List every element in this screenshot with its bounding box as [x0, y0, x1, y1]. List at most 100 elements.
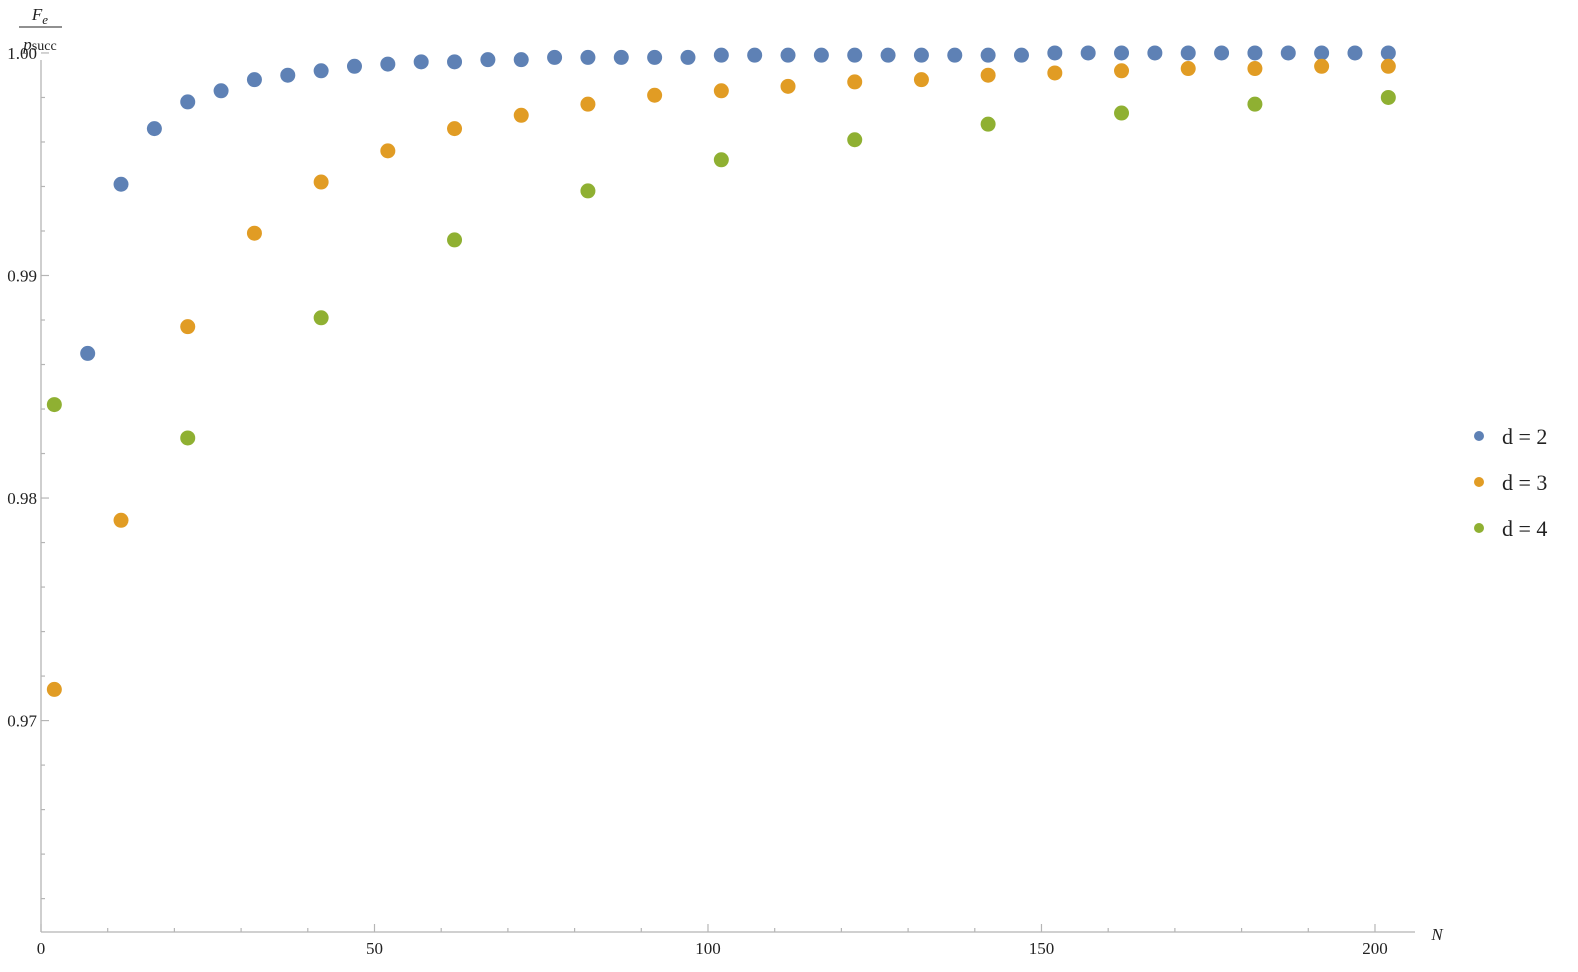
data-point: [1247, 45, 1263, 61]
data-point: [1114, 63, 1130, 79]
data-point: [780, 47, 796, 63]
data-point: [447, 232, 463, 248]
data-point: [880, 47, 896, 63]
data-point: [380, 56, 396, 72]
data-point: [847, 47, 863, 63]
data-point: [180, 319, 196, 335]
data-point: [1047, 65, 1063, 81]
data-point: [313, 310, 329, 326]
y-tick-label: 1.00: [7, 44, 37, 63]
data-point: [1247, 61, 1263, 77]
data-point: [1147, 45, 1163, 61]
x-tick-label: 150: [1029, 939, 1055, 958]
data-point: [1013, 47, 1029, 63]
data-point: [1214, 45, 1230, 61]
data-point: [980, 116, 996, 132]
legend-marker: [1474, 477, 1484, 487]
data-point: [1380, 89, 1396, 105]
data-point: [46, 681, 62, 697]
data-point: [1047, 45, 1063, 61]
data-point: [280, 67, 296, 83]
data-point: [246, 72, 262, 88]
data-point: [913, 47, 929, 63]
data-point: [313, 174, 329, 190]
data-point: [380, 143, 396, 159]
data-point: [647, 49, 663, 65]
y-title-numerator-sub: e: [42, 12, 48, 27]
data-point: [613, 49, 629, 65]
y-axis-title: Fe psucc: [19, 5, 62, 54]
data-point: [246, 225, 262, 241]
data-point: [1280, 45, 1296, 61]
svg-text:Fe: Fe: [31, 5, 48, 27]
data-point: [713, 83, 729, 99]
y-title-denominator-sub: succ: [32, 39, 57, 54]
data-point: [180, 94, 196, 110]
data-point: [680, 49, 696, 65]
data-point: [447, 54, 463, 70]
series-d3: [46, 58, 1396, 697]
data-point: [713, 47, 729, 63]
legend-item: d = 4: [1474, 516, 1547, 541]
legend-item: d = 3: [1474, 470, 1547, 495]
data-point: [46, 397, 62, 413]
y-axis-ticks: 0.97 0.98 0.99 1.00: [7, 44, 49, 900]
data-point: [146, 121, 162, 137]
data-point: [913, 72, 929, 88]
data-point: [847, 132, 863, 148]
y-tick-label: 0.99: [7, 267, 37, 286]
data-point: [980, 67, 996, 83]
data-point: [813, 47, 829, 63]
data-point: [580, 96, 596, 112]
series-d4: [46, 89, 1396, 446]
data-point: [580, 183, 596, 199]
data-points: [46, 45, 1396, 697]
y-title-numerator: F: [31, 5, 43, 24]
legend-label: d = 2: [1502, 424, 1547, 449]
data-point: [480, 52, 496, 68]
data-point: [1314, 58, 1330, 74]
data-point: [413, 54, 429, 70]
x-axis-title: N: [1430, 925, 1444, 944]
data-point: [1380, 45, 1396, 61]
x-tick-label: 50: [366, 939, 383, 958]
data-point: [1380, 58, 1396, 74]
data-point: [113, 176, 129, 192]
legend-marker: [1474, 523, 1484, 533]
x-axis-ticks: 0 50 100 150 200: [37, 924, 1388, 958]
data-point: [313, 63, 329, 79]
data-point: [113, 512, 129, 528]
data-point: [1180, 45, 1196, 61]
data-point: [747, 47, 763, 63]
data-point: [780, 78, 796, 94]
data-point: [513, 107, 529, 123]
data-point: [80, 345, 96, 361]
data-point: [713, 152, 729, 168]
data-point: [1114, 105, 1130, 121]
y-title-denominator: p: [22, 35, 32, 54]
x-tick-label: 0: [37, 939, 46, 958]
series-d2: [80, 45, 1396, 361]
data-point: [1114, 45, 1130, 61]
data-point: [847, 74, 863, 90]
legend: d = 2 d = 3 d = 4: [1474, 424, 1547, 541]
data-point: [513, 52, 529, 68]
y-tick-label: 0.98: [7, 489, 37, 508]
data-point: [447, 121, 463, 137]
data-point: [180, 430, 196, 446]
legend-item: d = 2: [1474, 424, 1547, 449]
data-point: [346, 58, 362, 74]
legend-label: d = 4: [1502, 516, 1547, 541]
data-point: [580, 49, 596, 65]
data-point: [1247, 96, 1263, 112]
data-point: [947, 47, 963, 63]
x-tick-label: 100: [695, 939, 721, 958]
data-point: [213, 83, 229, 99]
data-point: [1180, 61, 1196, 77]
data-point: [1080, 45, 1096, 61]
data-point: [980, 47, 996, 63]
data-point: [647, 87, 663, 103]
svg-text:psucc: psucc: [22, 35, 56, 54]
data-point: [1314, 45, 1330, 61]
